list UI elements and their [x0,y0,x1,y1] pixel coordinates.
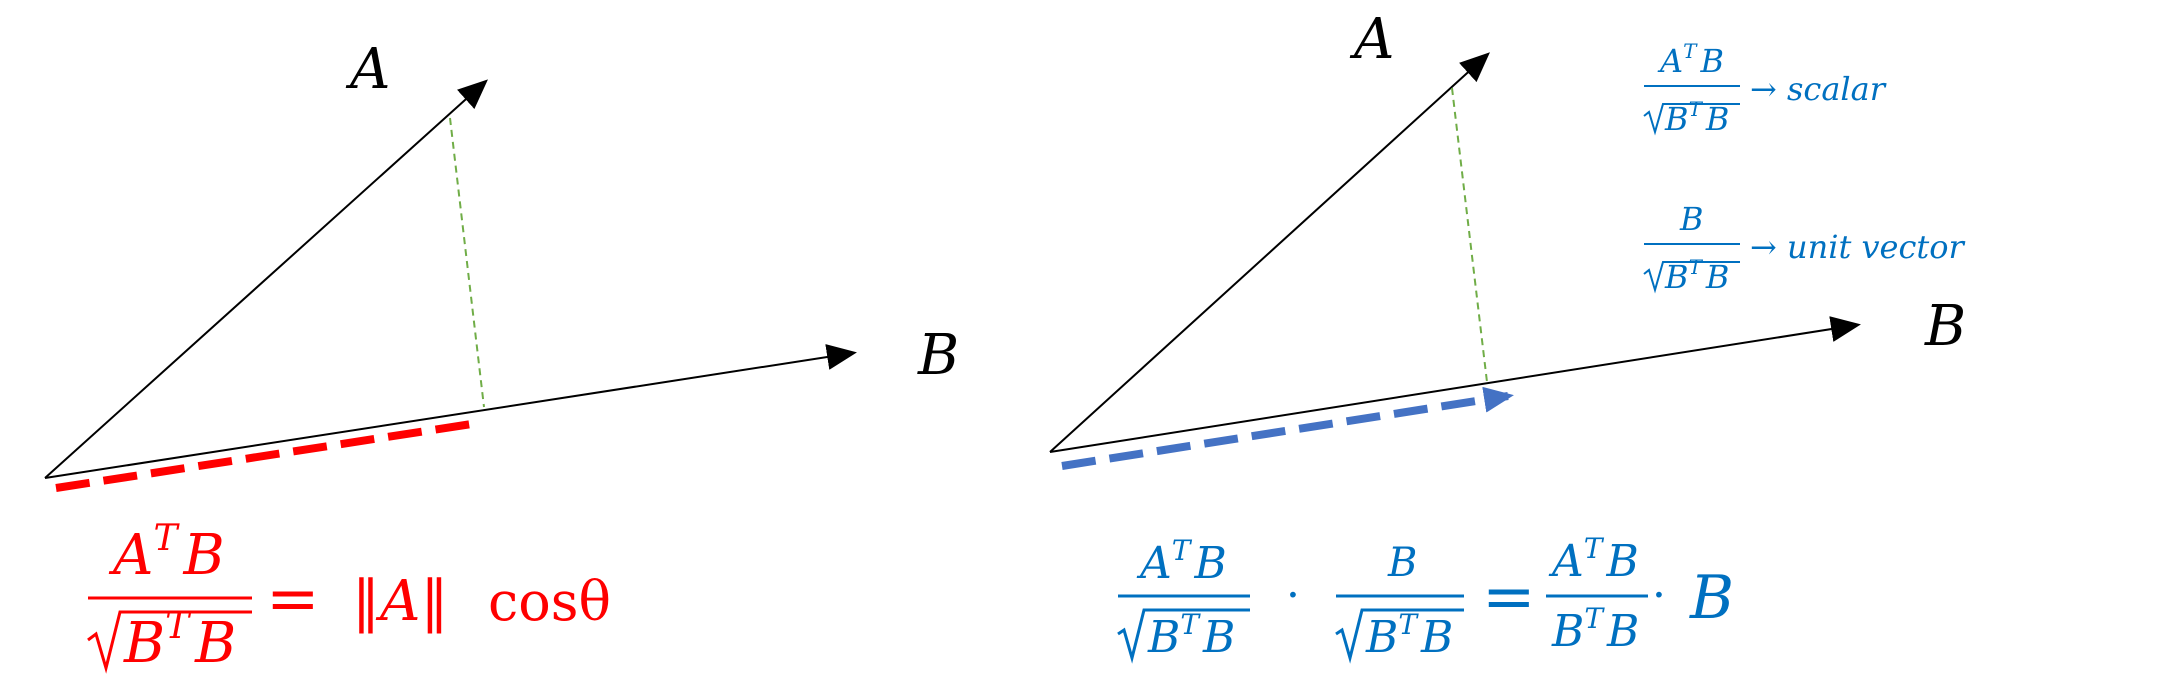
note-unit-den-rest: B [1705,258,1730,296]
svg-text:BTB: BTB [1664,97,1729,138]
rf-f1-den-sup: T [1180,608,1201,641]
rf-f1-num-sup: T [1172,534,1193,567]
note-unit-num: B [1679,200,1704,238]
right-label-b: B [1924,294,1966,359]
note-unit-sqrt [1643,261,1740,294]
rf-f1-den-rest: B [1202,612,1235,663]
left-formula: AT B BT B = ‖A‖ cosθ [87,518,611,676]
note-unit-den-sup: T [1689,255,1704,279]
note-scalar-sqrt [1643,103,1740,136]
left-formula-equals: = [266,562,320,636]
svg-text:BTB: BTB [1147,608,1235,663]
rf-dot1: · [1286,570,1300,621]
svg-text:BTB: BTB [1551,602,1639,657]
left-vector-a [44,79,488,479]
left-formula-den-base: B [123,611,165,676]
rf-f1-sqrt [1117,608,1250,664]
note-scalar-arrow-text: → scalar [1750,70,1887,108]
right-label-a: A [1349,7,1394,72]
rf-tail: B [1689,563,1734,633]
svg-text:BTB: BTB [123,606,236,676]
rf-f2-den-rest: B [1420,612,1453,663]
right-perpendicular [1451,87,1488,383]
left-formula-den-rest: B [194,611,236,676]
rf-f3-den-sup: T [1584,602,1605,635]
rf-f3-num-sup: T [1584,532,1605,565]
rf-f1-num-rest: B [1193,538,1226,589]
rf-f1-num-base: A [1136,538,1172,589]
left-formula-num-base: A [108,523,153,588]
left-formula-sqrt [87,610,252,674]
left-formula-cos: cosθ [488,570,611,633]
svg-text:ATB: ATB [108,518,225,588]
rf-f3-num-rest: B [1605,536,1638,587]
svg-text:ATB: ATB [1548,532,1639,587]
rf-f3-num-base: A [1548,536,1584,587]
rf-f2-num: B [1387,540,1417,586]
rf-f3-den-base: B [1551,606,1584,657]
note-scalar-num-base: A [1657,42,1683,80]
right-vector-a [1049,52,1490,453]
svg-text:ATB: ATB [1136,534,1227,589]
left-label-b: B [917,323,959,388]
note-scalar-num-sup: T [1683,39,1698,63]
rf-equals: = [1482,560,1536,634]
left-formula-norm: ‖A‖ [352,569,448,634]
right-diagram: A B AT B BT B → scalar B BT B → unit vector [1049,7,1966,664]
rf-f1-den-base: B [1147,612,1180,663]
left-projection [55,419,479,492]
right-formula: ATB BTB · B BTB = ATB BTB · [1117,532,1734,664]
left-formula-num-sup: T [153,518,180,559]
left-formula-num-rest: B [182,523,224,588]
note-scalar-den-sup: T [1689,97,1704,121]
left-perpendicular [449,117,485,408]
svg-text:BTB: BTB [1664,255,1729,296]
left-label-a: A [345,37,390,102]
left-formula-den-sup: T [165,606,192,647]
rf-f2-den-base: B [1365,612,1398,663]
svg-text:ATB: ATB [1657,39,1724,80]
rf-dot2: · [1652,570,1666,621]
svg-text:BTB: BTB [1365,608,1453,663]
right-vector-b [1049,316,1861,453]
rf-f2-sqrt [1335,608,1464,664]
right-projection [1061,386,1514,470]
note-unit-den-base: B [1664,258,1689,296]
note-unit-vector: B BT B → unit vector [1643,200,1966,296]
left-diagram: A B AT B BT B = ‖A‖ cosθ [44,37,959,676]
note-scalar-den-base: B [1664,100,1689,138]
rf-f2-den-sup: T [1398,608,1419,641]
rf-f3-den-rest: B [1606,606,1639,657]
note-scalar-num-rest: B [1699,42,1724,80]
note-unit-arrow-text: → unit vector [1750,228,1966,266]
left-vector-b [44,344,857,479]
note-scalar-den-rest: B [1705,100,1730,138]
note-scalar: AT B BT B → scalar [1643,39,1887,138]
